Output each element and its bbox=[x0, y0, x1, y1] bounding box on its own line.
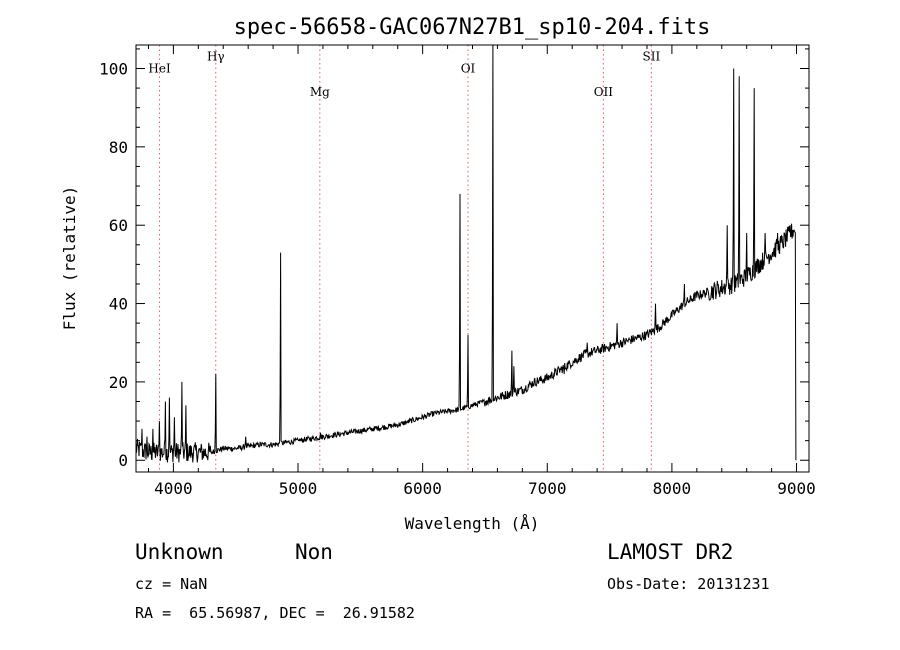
line-marker-label: SII bbox=[642, 50, 660, 64]
survey-name: LAMOST DR2 bbox=[607, 540, 734, 564]
y-tick-label: 20 bbox=[109, 373, 128, 392]
subclass: Non bbox=[295, 540, 333, 564]
line-marker-label: OII bbox=[594, 85, 614, 99]
observation-date: Obs-Date: 20131231 bbox=[607, 575, 770, 593]
x-tick-label: 6000 bbox=[403, 479, 442, 498]
plot-frame bbox=[135, 44, 810, 473]
y-axis-label: Flux (relative) bbox=[60, 186, 79, 331]
x-tick-label: 7000 bbox=[528, 479, 567, 498]
line-marker-label: Mg bbox=[310, 85, 330, 99]
x-tick-label: 5000 bbox=[279, 479, 318, 498]
line-marker-label: HeI bbox=[148, 61, 171, 75]
x-tick-label: 9000 bbox=[777, 479, 816, 498]
axes: 4000 5000 6000 7000 8000 9000 0 20 40 60 80 100 bbox=[99, 45, 816, 498]
x-tick-label: 8000 bbox=[653, 479, 692, 498]
redshift-value: cz = NaN bbox=[135, 575, 208, 593]
x-tick-label: 4000 bbox=[154, 479, 193, 498]
line-markers: HeI Hγ Mg OI OII SII bbox=[148, 45, 660, 472]
object-class: Unknown bbox=[135, 540, 224, 564]
spectrum-series-line bbox=[135, 44, 797, 463]
y-tick-label: 40 bbox=[109, 295, 128, 314]
line-marker-label: Hγ bbox=[207, 50, 225, 64]
y-tick-label: 80 bbox=[109, 138, 128, 157]
coordinates: RA = 65.56987, DEC = 26.91582 bbox=[135, 604, 415, 622]
y-tick-label: 60 bbox=[109, 216, 128, 235]
y-tick-label: 0 bbox=[118, 451, 128, 470]
line-marker-label: OI bbox=[461, 61, 476, 75]
chart-title: spec-56658-GAC067N27B1_sp10-204.fits bbox=[234, 15, 711, 40]
x-axis-label: Wavelength (Å) bbox=[405, 514, 540, 533]
y-tick-label: 100 bbox=[99, 60, 128, 79]
